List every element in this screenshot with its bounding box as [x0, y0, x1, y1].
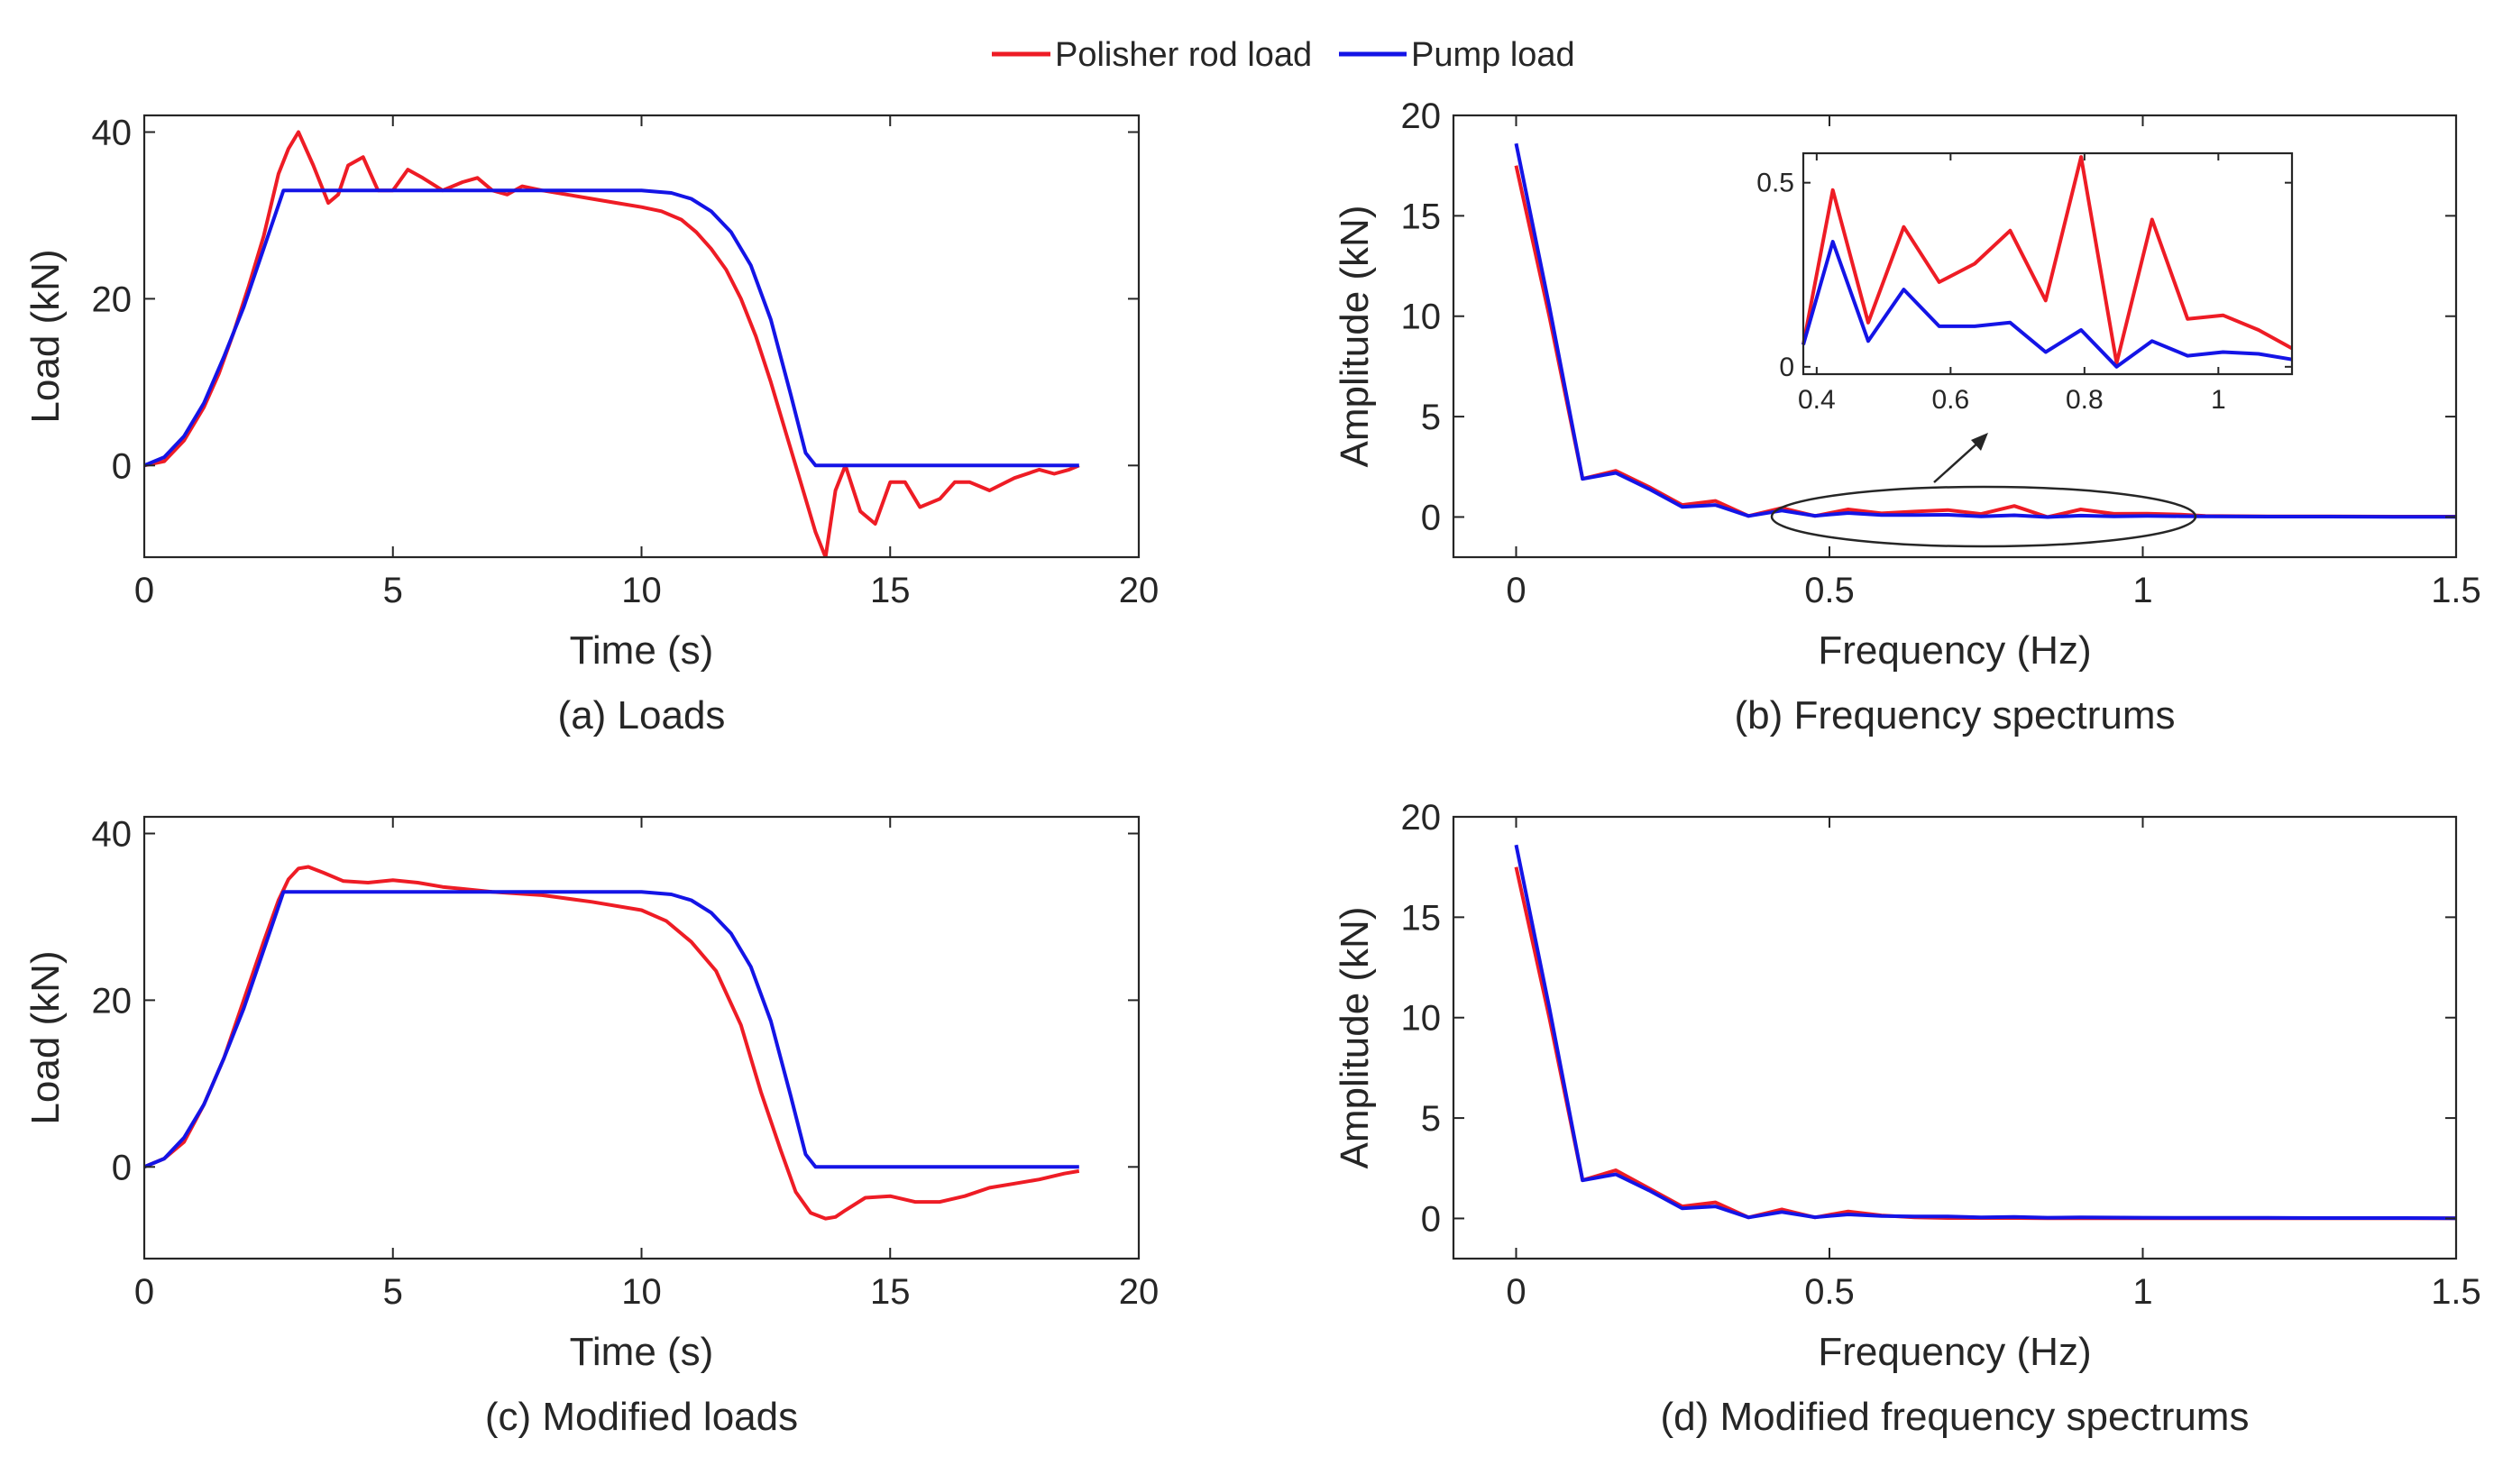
y-tick-label: 20 — [92, 981, 133, 1021]
inset-y-tick-label: 0 — [1779, 353, 1794, 382]
x-tick-label: 0.5 — [1804, 1272, 1855, 1312]
y-tick-label: 0 — [1421, 1199, 1441, 1239]
y-tick-label: 20 — [92, 279, 133, 319]
x-tick-label: 5 — [383, 1272, 403, 1312]
x-axis-label: Frequency (Hz) — [1818, 628, 2091, 673]
series-line-pump-load — [144, 188, 1079, 468]
legend-label-polisher-rod: Polisher rod load — [1055, 36, 1312, 74]
axes-box — [142, 815, 1141, 1260]
y-tick-label: 10 — [1401, 999, 1442, 1039]
zoom-arrow-head — [1971, 433, 1988, 451]
inset-x-tick-label: 0.6 — [1931, 385, 1969, 415]
y-tick-label: 0 — [112, 1148, 132, 1187]
y-tick-label: 40 — [92, 814, 133, 854]
y-tick-label: 0 — [112, 446, 132, 486]
zoom-region-ellipse — [1770, 485, 2197, 548]
x-tick-label: 10 — [621, 571, 662, 610]
x-tick-label: 1.5 — [2431, 1272, 2481, 1312]
y-tick-label: 15 — [1401, 197, 1442, 236]
x-tick-label: 0.5 — [1804, 571, 1855, 610]
series-line-polisher-rod-load — [144, 130, 1080, 557]
x-axis-label: Time (s) — [570, 628, 714, 673]
y-tick-label: 5 — [1421, 1099, 1441, 1139]
legend-label-pump: Pump load — [1411, 36, 1575, 74]
panel-caption: (c) Modified loads — [485, 1395, 798, 1439]
y-axis-label: Amplitude (kN) — [1333, 206, 1377, 468]
inset-plot: 0.4 0.6 0.8 1 0 0.5 — [1756, 151, 2294, 415]
inset-x-tick-label: 1 — [2211, 385, 2226, 415]
inset-x-tick-label: 0.8 — [2066, 385, 2104, 415]
x-tick-label: 20 — [1119, 571, 1160, 610]
x-tick-label: 1 — [2132, 571, 2152, 610]
y-tick-label: 40 — [92, 113, 133, 152]
x-tick-label: 15 — [870, 571, 911, 610]
y-axis-label: Amplitude (kN) — [1333, 907, 1377, 1169]
inset-x-tick-label: 0.4 — [1798, 385, 1836, 415]
series-line-pump-load — [144, 890, 1079, 1169]
y-tick-label: 20 — [1401, 96, 1442, 136]
x-tick-label: 1 — [2132, 1272, 2152, 1312]
y-tick-label: 5 — [1421, 398, 1441, 437]
panel-d: 0 0.5 1 1.5 0 5 10 15 20 Frequency (Hz) Amplitude … — [1333, 798, 2481, 1439]
panel-caption: (a) Loads — [558, 693, 726, 737]
axes-box — [1452, 114, 2458, 559]
x-tick-label: 0 — [1506, 571, 1526, 610]
x-tick-label: 0 — [134, 571, 154, 610]
y-axis-label: Load (kN) — [23, 950, 68, 1124]
x-tick-label: 0 — [1506, 1272, 1526, 1312]
inset-background — [1803, 153, 2292, 374]
x-tick-label: 0 — [134, 1272, 154, 1312]
inset-y-tick-label: 0.5 — [1756, 169, 1794, 198]
x-tick-label: 5 — [383, 571, 403, 610]
legend: Polisher rod load Pump load — [992, 36, 1575, 74]
y-tick-label: 15 — [1401, 898, 1442, 938]
y-tick-label: 10 — [1401, 298, 1442, 337]
series-line-pump-load — [1514, 844, 2456, 1221]
zoom-arrow-line — [1933, 441, 1980, 483]
x-tick-label: 15 — [870, 1272, 911, 1312]
inset-axes-box — [1801, 151, 2294, 376]
x-axis-label: Time (s) — [570, 1330, 714, 1374]
y-tick-label: 20 — [1401, 798, 1442, 838]
axes-box — [1452, 815, 2458, 1260]
x-axis-label: Frequency (Hz) — [1818, 1330, 2091, 1374]
panel-c: 0 5 10 15 20 0 20 40 Time (s) Load (kN) (c) Modifi… — [23, 814, 1159, 1439]
x-tick-label: 1.5 — [2431, 571, 2481, 610]
panel-caption: (d) Modified frequency spectrums — [1661, 1395, 2250, 1439]
inset-series-polisher-rod-load — [1801, 155, 2293, 365]
inset-series-pump-load — [1801, 240, 2293, 369]
y-tick-label: 0 — [1421, 498, 1441, 537]
y-axis-label: Load (kN) — [23, 249, 68, 423]
panel-caption: (b) Frequency spectrums — [1734, 693, 2175, 737]
series-line-polisher-rod-load — [1514, 866, 2456, 1221]
series-line-pump-load — [1514, 142, 2456, 519]
series-line-polisher-rod-load — [144, 865, 1080, 1221]
x-tick-label: 20 — [1119, 1272, 1160, 1312]
panel-a: 0 5 10 15 20 0 20 40 Time (s) Load (kN) (a) Loads — [23, 113, 1159, 737]
x-tick-label: 10 — [621, 1272, 662, 1312]
